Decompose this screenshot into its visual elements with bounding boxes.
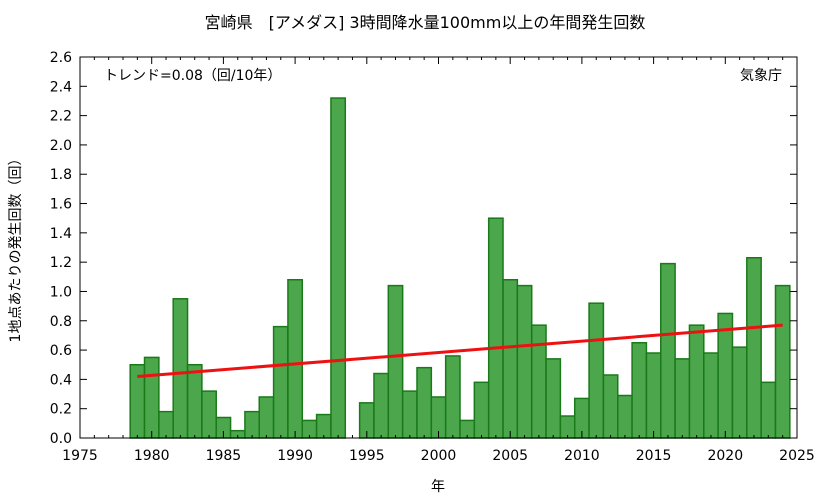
trend-line (137, 323, 783, 378)
bar-1981 (158, 410, 174, 439)
y-tick-label-2.0: 2.0 (50, 138, 72, 154)
y-tick-label-1.6: 1.6 (50, 197, 72, 213)
y-axis: 0.0 0.2 0.4 0.6 0.8 1.0 1.2 1.4 1.6 1.8 2.0 2.2 2.4 2… (50, 50, 797, 447)
x-tick-label-2020: 2020 (707, 448, 743, 464)
x-tick-label-1975: 1975 (62, 448, 98, 464)
x-tick-label-2010: 2010 (564, 448, 600, 464)
bar-2020 (717, 312, 734, 439)
y-axis-label: 1地点あたりの発生回数（回） (8, 152, 24, 343)
bar-2005 (502, 278, 519, 439)
x-tick-label-2005: 2005 (492, 448, 528, 464)
y-tick-label-1.8: 1.8 (50, 167, 72, 183)
bar-2008 (545, 358, 562, 439)
x-tick-label-1980: 1980 (134, 448, 170, 464)
trend-annotation: トレンド=0.08（回/10年） (104, 68, 281, 84)
bar-1992 (315, 413, 332, 439)
y-tick-label-0.0: 0.0 (50, 431, 72, 447)
y-tick-label-2.6: 2.6 (50, 50, 72, 66)
bar-1998 (401, 390, 418, 439)
y-tick-label-0.4: 0.4 (50, 372, 72, 388)
bar-2023 (760, 381, 777, 439)
trend-line-group (137, 323, 783, 378)
chart-title: 宮崎県 [アメダス] 3時間降水量100mm以上の年間発生回数 (205, 13, 646, 32)
bar-1989 (272, 325, 289, 439)
bar-2016 (660, 262, 676, 439)
x-tick-label-1990: 1990 (277, 448, 313, 464)
y-tick-label-0.6: 0.6 (50, 343, 72, 359)
bar-2011 (588, 302, 605, 439)
bar-2014 (631, 342, 648, 439)
bar-1987 (244, 410, 261, 439)
source-label: 気象庁 (740, 68, 782, 84)
bar-1984 (201, 390, 217, 439)
bar-2024 (774, 284, 791, 439)
bar-1983 (186, 363, 203, 439)
y-tick-label-2.2: 2.2 (50, 109, 72, 125)
bars-group (129, 97, 791, 439)
bar-1999 (416, 366, 433, 439)
x-axis: 1975 1980 1985 1990 1995 2000 2005 2010 2015 2020… (62, 57, 815, 464)
bar-2021 (731, 346, 748, 439)
bar-1982 (172, 298, 189, 439)
bar-1997 (387, 284, 404, 439)
y-tick-label-1.4: 1.4 (50, 226, 72, 242)
bar-2004 (487, 217, 504, 439)
bar-1993 (330, 97, 347, 439)
bar-2022 (746, 257, 762, 439)
bar-1990 (287, 278, 304, 439)
bar-2013 (617, 394, 633, 439)
bar-2001 (444, 355, 461, 439)
bar-2012 (602, 374, 619, 439)
bar-2003 (473, 381, 490, 439)
y-tick-label-0.8: 0.8 (50, 314, 72, 330)
bar-1988 (258, 396, 275, 439)
y-tick-label-2.4: 2.4 (50, 79, 72, 95)
bar-2006 (516, 284, 533, 439)
bar-1980 (143, 356, 160, 439)
y-tick-label-1.0: 1.0 (50, 284, 72, 300)
bar-1996 (373, 372, 390, 439)
bar-2019 (703, 352, 719, 439)
bar-2017 (674, 358, 691, 439)
bar-2018 (688, 324, 705, 439)
bar-2007 (530, 324, 547, 439)
x-axis-label: 年 (431, 479, 445, 495)
x-tick-label-1995: 1995 (349, 448, 385, 464)
bar-2015 (645, 352, 662, 439)
x-tick-label-2000: 2000 (421, 448, 457, 464)
y-tick-label-1.2: 1.2 (50, 255, 72, 271)
x-tick-label-2025: 2025 (779, 448, 815, 464)
x-tick-label-2015: 2015 (636, 448, 672, 464)
x-tick-label-1985: 1985 (206, 448, 242, 464)
y-tick-label-0.2: 0.2 (50, 402, 72, 418)
bar-2009 (559, 415, 576, 439)
